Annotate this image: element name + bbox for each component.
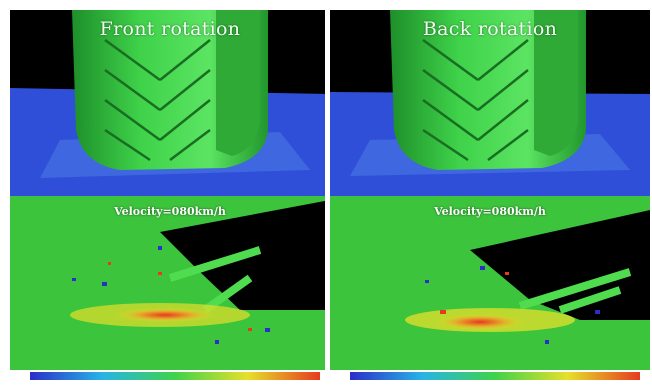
velocity-label: Velocity=080km/h (434, 205, 546, 218)
back-rotation-panel: Back rotation Velocity=080km/h (330, 10, 650, 382)
back-rotation-scene (330, 10, 650, 382)
velocity-label: Velocity=080km/h (114, 205, 226, 218)
panel-title: Back rotation (422, 18, 558, 40)
front-rotation-scene (10, 10, 330, 382)
panel-divider (325, 10, 330, 382)
panel-title: Front rotation (99, 18, 241, 40)
colorbar (30, 372, 320, 380)
front-rotation-panel: Front rotation Velocity=080km/h (10, 10, 330, 382)
colorbar (350, 372, 640, 380)
